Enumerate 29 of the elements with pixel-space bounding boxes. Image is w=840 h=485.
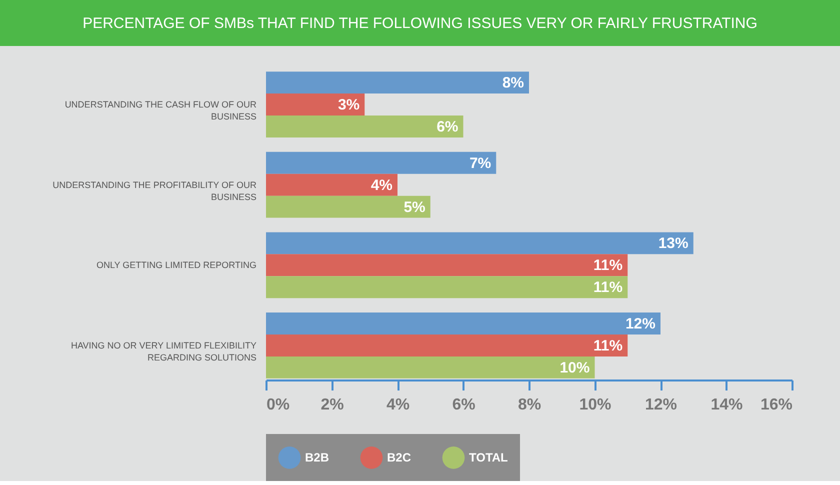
data-label: 11%: [593, 279, 623, 296]
x-tick-label: 2%: [320, 396, 344, 414]
x-tick-label: 8%: [518, 396, 542, 414]
data-label: 13%: [658, 235, 688, 252]
data-label: 4%: [370, 176, 392, 194]
x-tick-label: 12%: [644, 396, 678, 414]
legend-label: B2B: [305, 450, 330, 465]
data-label: 10%: [560, 359, 590, 376]
x-tick-label: 14%: [710, 396, 743, 414]
legend-label: TOTAL: [469, 450, 508, 465]
data-label: 5%: [404, 198, 426, 216]
x-tick-label: 16%: [760, 396, 792, 414]
y-tick-label: UNDERSTANDING THE CASH FLOW OF OUR BUSINESS: [64, 100, 257, 122]
y-tick-label: HAVING NO OR VERY LIMITED FLEXIBILITY REGARDING SOLUTIONS: [70, 340, 256, 362]
data-label: 3%: [338, 96, 360, 114]
data-label: 11%: [593, 257, 623, 274]
legend-label: B2C: [387, 450, 412, 465]
data-label: 6%: [436, 118, 458, 136]
data-label: 11%: [593, 337, 623, 354]
x-tick-label: 10%: [579, 396, 612, 414]
x-tick-label: 6%: [452, 396, 476, 414]
x-tick-label: 0%: [266, 396, 290, 414]
x-tick-label: 4%: [386, 396, 410, 414]
data-label: 12%: [625, 316, 656, 333]
y-tick-label: UNDERSTANDING THE PROFITABILITY OF OUR BUSINESS: [52, 180, 257, 202]
data-label: 7%: [469, 154, 492, 172]
y-tick-label: ONLY GETTING LIMITED REPORTING: [96, 260, 256, 270]
chart-title: PERCENTAGE OF SMBs THAT FIND THE FOLLOWING ISSUES VERY OR FAIRLY FRUSTRATING: [82, 15, 758, 32]
data-label: 8%: [502, 74, 524, 92]
